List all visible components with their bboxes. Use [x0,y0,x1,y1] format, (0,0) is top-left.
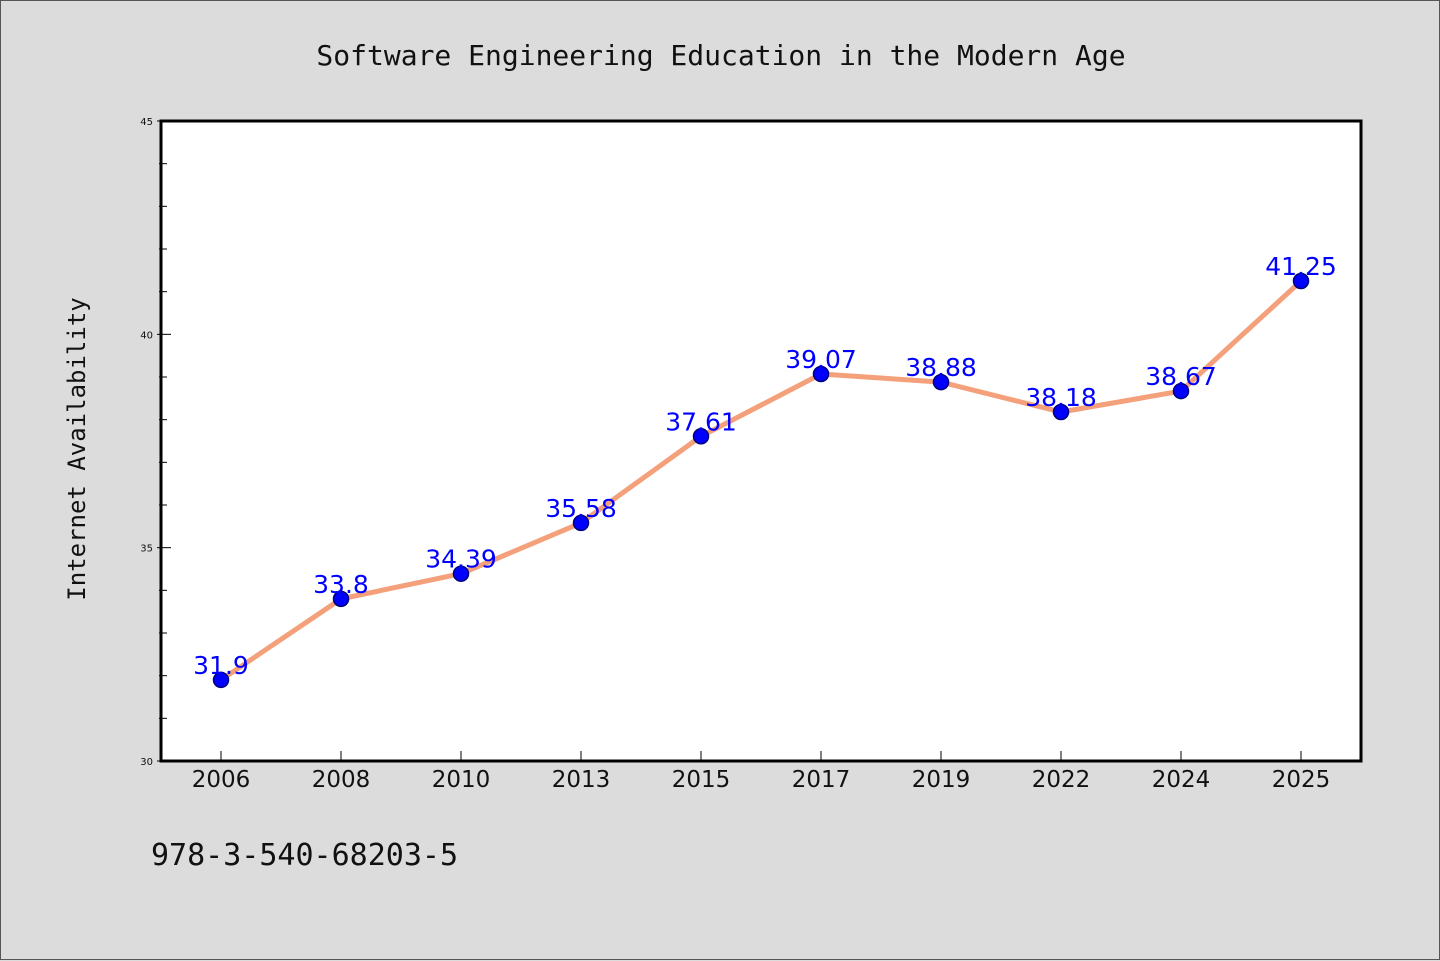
data-point [1292,272,1310,290]
data-label: 33.8 [313,570,369,599]
data-labels: 31.9 33.8 34.39 35.58 37.61 39.07 38.88 38.18 38… [193,252,1337,680]
x-tick-label: 2008 [312,767,371,793]
data-label: 38.88 [905,353,977,382]
y-tick-label: 35 [140,544,153,555]
data-label: 34.39 [425,545,497,574]
x-tick-label: 2017 [792,767,851,793]
data-label: 37.61 [665,407,737,436]
x-tick-label: 2015 [672,767,731,793]
y-tick-label: 30 [140,757,153,768]
x-tick-label: 2013 [552,767,611,793]
x-axis: 2006 2008 2010 2013 2015 2017 2019 2022 2024 2025 [192,751,1331,793]
data-label: 39.07 [785,345,857,374]
data-point [1052,403,1070,421]
data-label: 38.67 [1145,362,1217,391]
x-tick-label: 2019 [912,767,971,793]
series-line [219,279,1303,683]
data-point [812,365,830,383]
x-tick-label: 2022 [1032,767,1091,793]
data-point [452,565,470,582]
data-point [932,373,950,391]
plot-area [159,119,1363,763]
data-label: 38.18 [1025,383,1097,412]
data-label: 41.25 [1265,252,1337,281]
y-axis: 30 35 40 45 [140,117,171,768]
chart-title: Software Engineering Education in the Mo… [316,39,1125,72]
data-point [1172,382,1190,400]
data-point [572,514,590,532]
x-tick-label: 2025 [1272,767,1331,793]
data-label: 35.58 [545,494,617,523]
data-point [332,590,350,608]
data-point [212,671,230,689]
series-markers [212,272,1310,689]
data-label: 31.9 [193,651,249,680]
y-tick-label: 45 [140,117,153,128]
data-point [692,428,710,445]
x-tick-label: 2024 [1152,767,1211,793]
isbn-text: 978-3-540-68203-5 [151,838,458,873]
y-tick-label: 40 [140,330,153,341]
x-tick-label: 2010 [432,767,491,793]
y-axis-label: Internet Availability [63,297,91,600]
x-tick-label: 2006 [192,767,251,793]
